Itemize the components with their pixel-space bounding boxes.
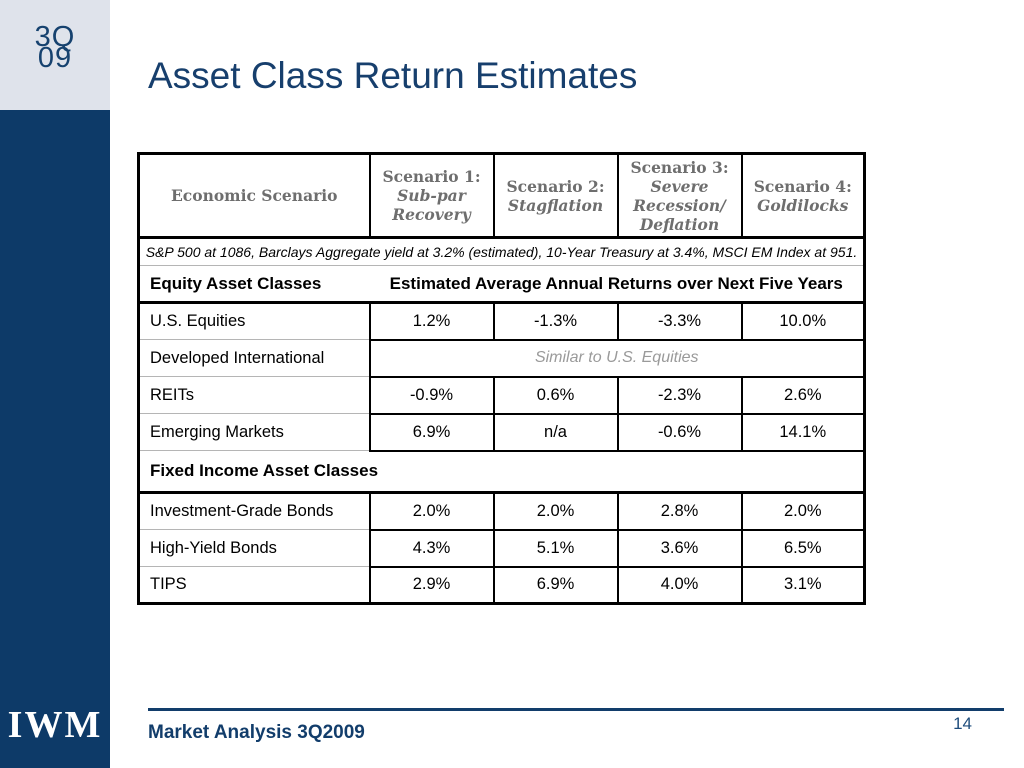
quarter-badge-line1: 3Q bbox=[34, 21, 76, 53]
scenario-2-label: Scenario 2: bbox=[506, 176, 605, 196]
scenario-4-label: Scenario 4: bbox=[753, 176, 852, 196]
equity-section-note: Estimated Average Annual Returns over Ne… bbox=[369, 265, 865, 304]
table-row-investment-grade-bonds: Investment-Grade Bonds 2.0% 2.0% 2.8% 2.… bbox=[138, 491, 866, 531]
value-cell: 0.6% bbox=[492, 375, 619, 415]
value-cell: 2.0% bbox=[492, 491, 619, 531]
equity-section-label: Equity Asset Classes bbox=[138, 265, 370, 304]
scenario-1-label: Scenario 1: bbox=[382, 167, 481, 186]
value-cell: 3.6% bbox=[616, 528, 743, 568]
value-cell: n/a bbox=[492, 412, 619, 452]
row-label: Investment-Grade Bonds bbox=[138, 492, 371, 530]
footer-rule bbox=[148, 708, 1004, 711]
row-label: High-Yield Bonds bbox=[138, 529, 371, 567]
header-scenario-4: Scenario 4: Goldilocks bbox=[740, 152, 866, 239]
scenario-1-name: Sub-par Recovery bbox=[392, 186, 471, 224]
row-label: REITs bbox=[138, 376, 371, 414]
value-cell: 2.6% bbox=[740, 375, 866, 415]
value-cell: 6.9% bbox=[368, 412, 495, 452]
table-row-tips: TIPS 2.9% 6.9% 4.0% 3.1% bbox=[138, 565, 866, 605]
table-row-us-equities: U.S. Equities 1.2% -1.3% -3.3% 10.0% bbox=[138, 301, 866, 341]
scenario-2-name: Stagflation bbox=[507, 195, 604, 215]
table-row-developed-international: Developed International Similar to U.S. … bbox=[138, 338, 866, 378]
value-cell: -2.3% bbox=[616, 375, 743, 415]
value-cell: -0.6% bbox=[616, 412, 743, 452]
footer-title: Market Analysis 3Q2009 bbox=[148, 722, 365, 743]
value-cell: 5.1% bbox=[492, 528, 619, 568]
equity-section-row: Equity Asset Classes Estimated Average A… bbox=[138, 265, 865, 304]
header-scenario-1: Scenario 1: Sub-par Recovery bbox=[368, 152, 495, 239]
value-cell: -0.9% bbox=[368, 375, 495, 415]
value-cell: -1.3% bbox=[492, 301, 619, 341]
row-label: Emerging Markets bbox=[138, 413, 371, 451]
row-label: Developed International bbox=[138, 339, 371, 377]
scenario-3-label: Scenario 3: bbox=[630, 157, 729, 177]
value-cell: 10.0% bbox=[740, 301, 866, 341]
value-cell: 2.0% bbox=[740, 491, 866, 531]
iwm-logo: IWM bbox=[7, 704, 103, 746]
fixed-income-section-label: Fixed Income Asset Classes bbox=[138, 450, 865, 494]
value-cell: 6.5% bbox=[740, 528, 866, 568]
scenario-3-name: Severe Recession/ Deflation bbox=[633, 176, 726, 234]
table-row-high-yield-bonds: High-Yield Bonds 4.3% 5.1% 3.6% 6.5% bbox=[138, 528, 866, 568]
value-cell: 6.9% bbox=[492, 565, 619, 605]
value-cell: -3.3% bbox=[616, 301, 743, 341]
value-cell: 2.8% bbox=[616, 491, 743, 531]
value-cell: 2.0% bbox=[368, 491, 495, 531]
header-economic-scenario: Economic Scenario bbox=[137, 152, 371, 239]
table-row-emerging-markets: Emerging Markets 6.9% n/a -0.6% 14.1% bbox=[138, 412, 866, 452]
value-cell: 2.9% bbox=[368, 565, 495, 605]
market-note-row: S&P 500 at 1086, Barclays Aggregate yiel… bbox=[138, 236, 865, 266]
value-cell: 4.3% bbox=[368, 528, 495, 568]
table-header-row: Economic Scenario Scenario 1: Sub-par Re… bbox=[137, 152, 866, 239]
asset-class-returns-table: Economic Scenario Scenario 1: Sub-par Re… bbox=[137, 152, 866, 605]
sidebar-rail bbox=[0, 110, 110, 768]
market-note: S&P 500 at 1086, Barclays Aggregate yiel… bbox=[138, 236, 865, 266]
row-label: TIPS bbox=[138, 566, 371, 604]
row-label: U.S. Equities bbox=[138, 302, 371, 340]
value-cell: 3.1% bbox=[740, 565, 866, 605]
slide-title: Asset Class Return Estimates bbox=[148, 55, 638, 96]
quarter-badge-line2: 09 bbox=[37, 42, 73, 74]
header-scenario-3: Scenario 3: Severe Recession/ Deflation bbox=[616, 152, 743, 239]
value-cell: 1.2% bbox=[368, 301, 495, 341]
header-scenario-2: Scenario 2: Stagflation bbox=[492, 152, 619, 239]
quarter-badge: 3Q 09 bbox=[0, 0, 110, 110]
scenario-4-name: Goldilocks bbox=[757, 195, 849, 215]
span-note-cell: Similar to U.S. Equities bbox=[368, 338, 866, 378]
value-cell: 4.0% bbox=[616, 565, 743, 605]
value-cell: 14.1% bbox=[740, 412, 866, 452]
page-number: 14 bbox=[953, 714, 972, 733]
fixed-income-section-row: Fixed Income Asset Classes bbox=[138, 450, 865, 494]
table-row-reits: REITs -0.9% 0.6% -2.3% 2.6% bbox=[138, 375, 866, 415]
